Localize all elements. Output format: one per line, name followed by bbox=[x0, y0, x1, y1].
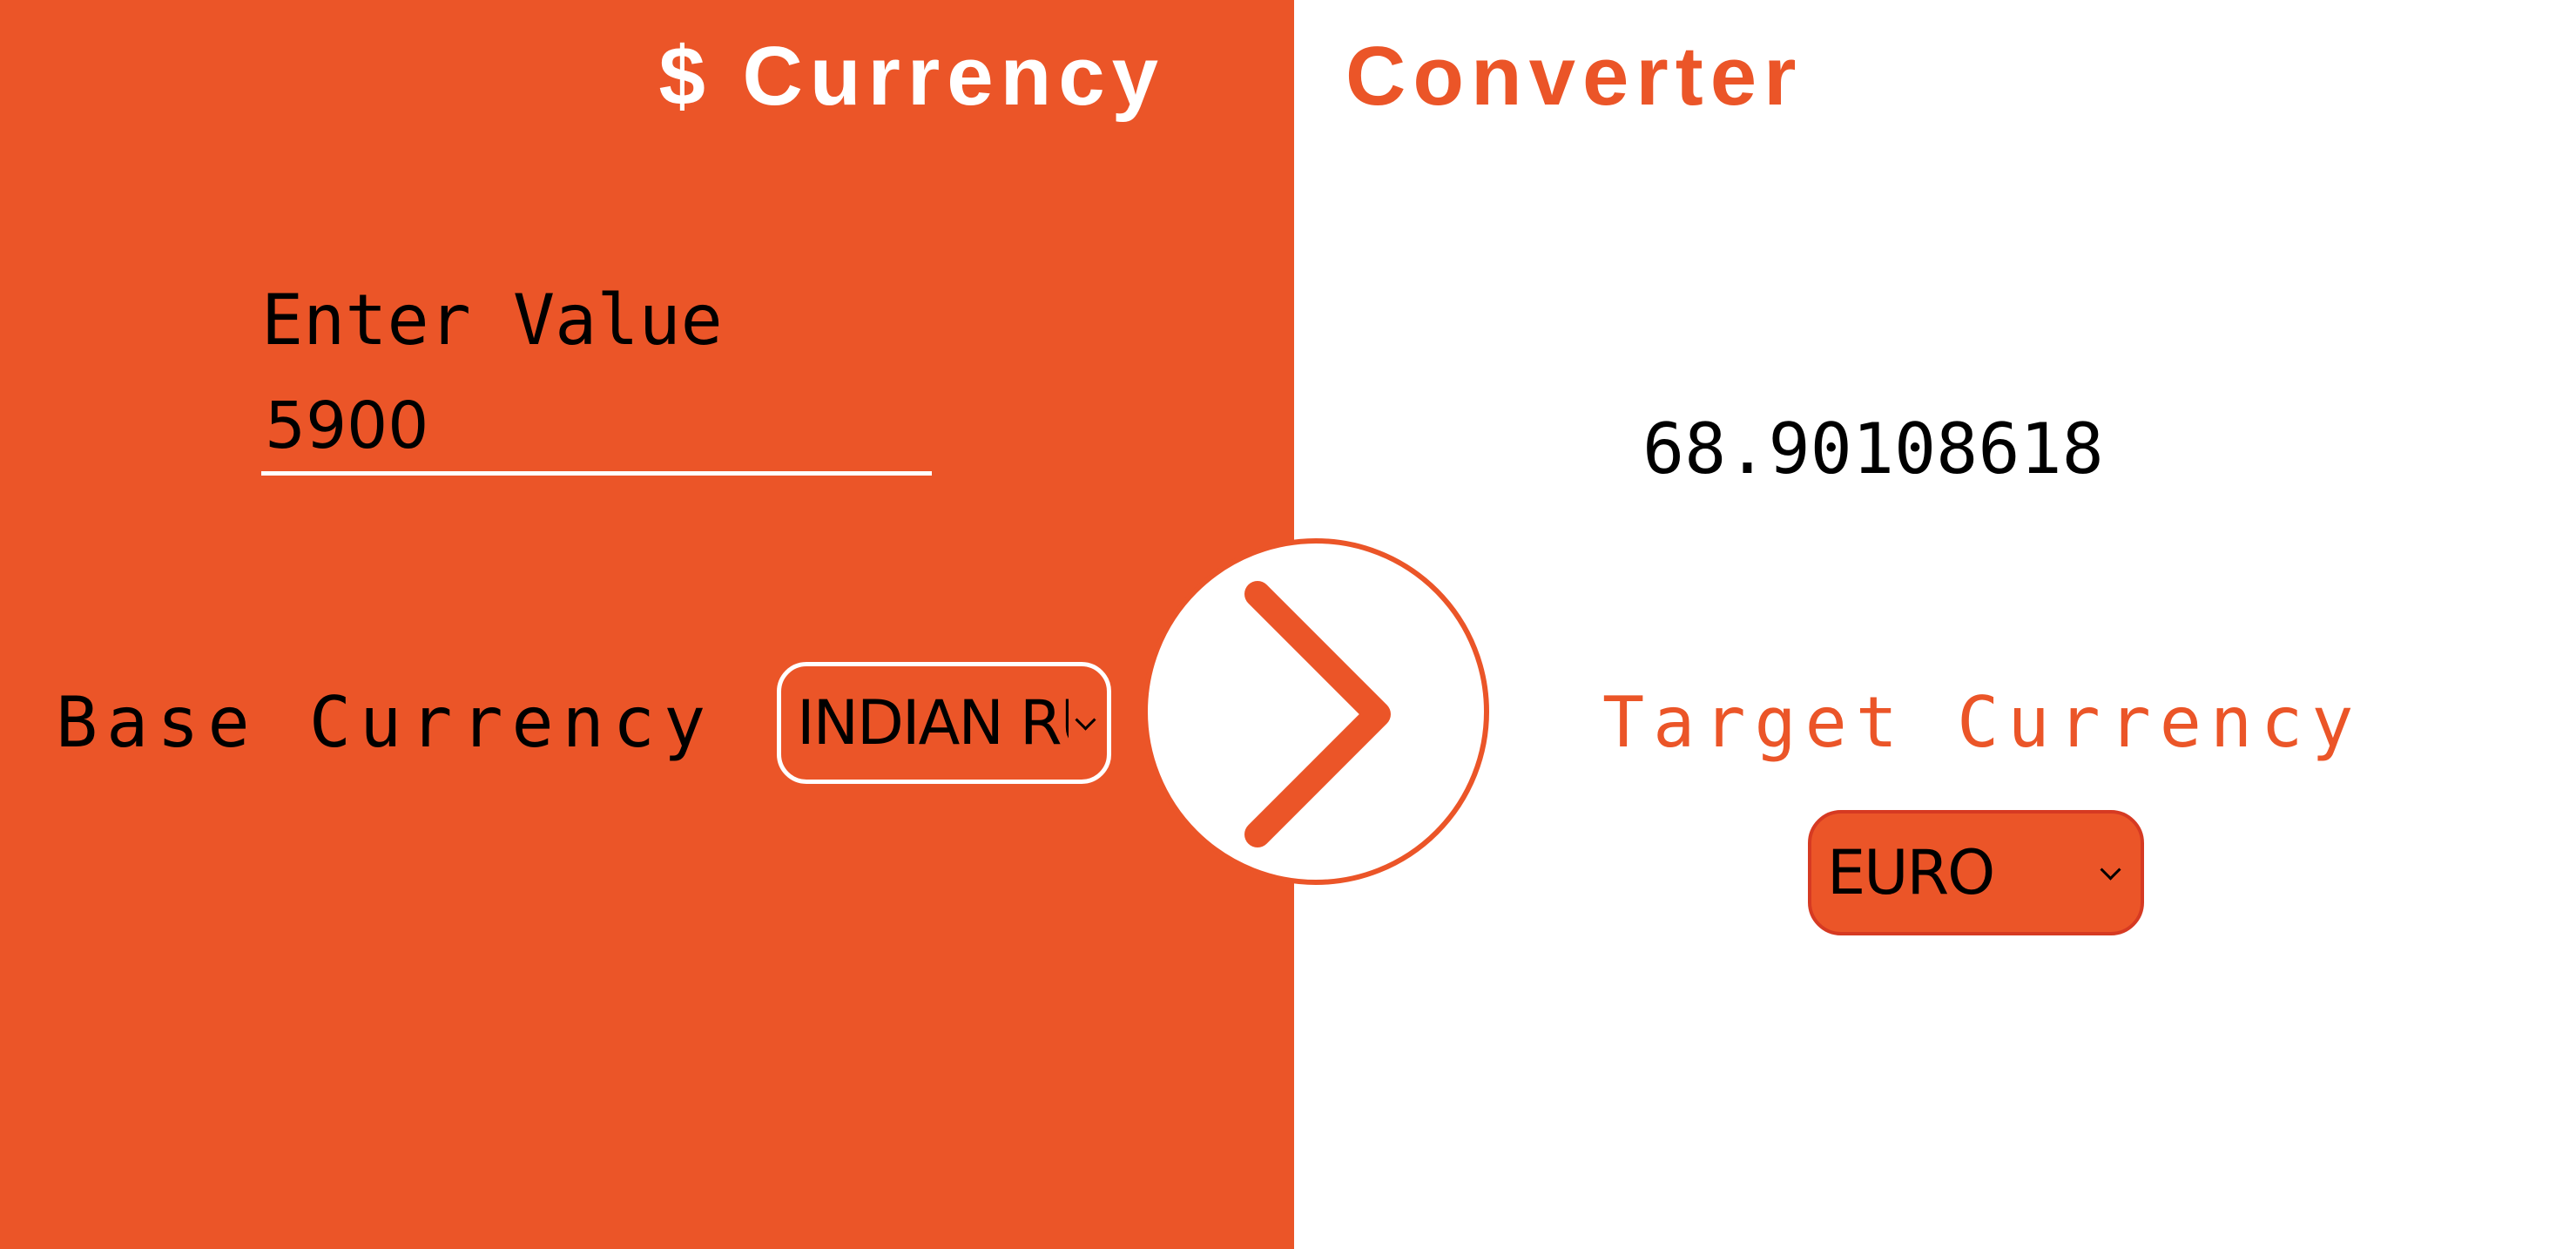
app-title-part2: Converter bbox=[1345, 30, 1804, 123]
enter-value-label: Enter Value bbox=[261, 280, 723, 361]
target-currency-selected: EURO bbox=[1827, 837, 1995, 908]
base-currency-label: Base Currency bbox=[56, 682, 715, 763]
chevron-right-icon bbox=[1244, 581, 1391, 847]
base-currency-selected: INDIAN RUPEE bbox=[797, 687, 1069, 759]
chevron-down-icon bbox=[1075, 709, 1096, 731]
target-currency-select[interactable]: EURO bbox=[1808, 810, 2144, 935]
value-input[interactable] bbox=[261, 380, 932, 476]
converted-result: 68.90108618 bbox=[1642, 408, 2104, 489]
convert-button[interactable] bbox=[1143, 538, 1489, 885]
chevron-down-icon bbox=[2100, 859, 2121, 881]
app-title-part1: $ Currency bbox=[658, 30, 1165, 123]
input-panel bbox=[0, 0, 1294, 1249]
base-currency-select[interactable]: INDIAN RUPEE bbox=[777, 662, 1111, 784]
target-currency-label: Target Currency bbox=[1602, 682, 2363, 763]
